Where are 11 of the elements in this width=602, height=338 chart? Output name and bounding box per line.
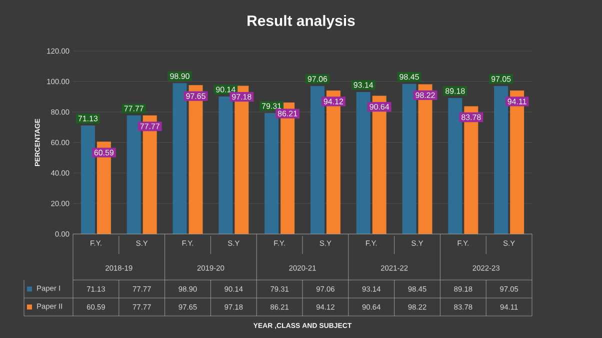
bar: [448, 98, 462, 234]
bar: [172, 83, 187, 234]
bar: [402, 84, 416, 234]
bar: [264, 113, 279, 234]
bar: [80, 126, 95, 234]
bar: [494, 86, 508, 234]
bar: [310, 86, 324, 234]
bar: [356, 92, 370, 234]
bar: [126, 115, 141, 234]
bar: [218, 96, 233, 234]
chart-title: Result analysis: [248, 15, 355, 29]
